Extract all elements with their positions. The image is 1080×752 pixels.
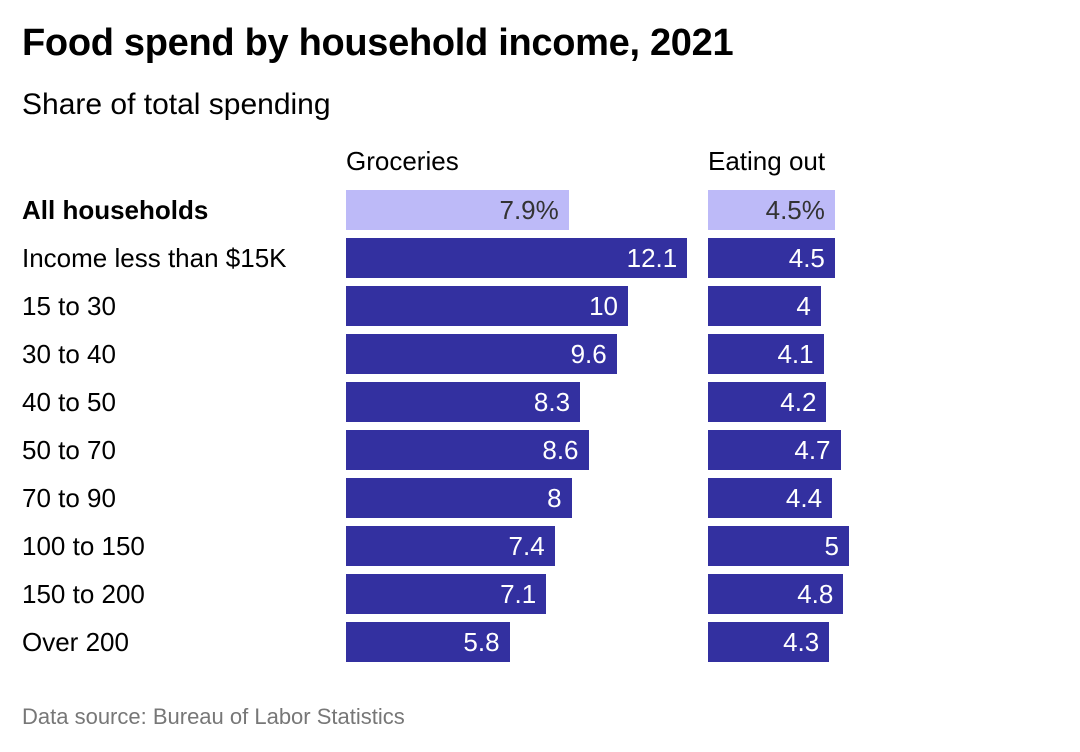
row-label-income-less-than-15k: Income less than $15K [22,243,287,273]
eating-out-column-header: Eating out [708,146,826,176]
eating-out-value-label: 4.1 [777,339,814,369]
eating-out-bar-all-households: 4.5% [708,190,835,230]
eating-out-value-label: 4.5 [788,243,825,273]
eating-out-bar-100-to-150: 5 [708,526,849,566]
row-label-150-to-200: 150 to 200 [22,579,145,609]
eating-out-bar-70-to-90: 4.4 [708,478,833,518]
row-label-all-households: All households [22,195,209,225]
row-label-40-to-50: 40 to 50 [22,387,116,417]
eating-out-bar-150-to-200: 4.8 [708,574,844,614]
eating-out-bar-40-to-50: 4.2 [708,382,827,422]
groceries-value-label: 7.9% [499,195,559,225]
eating-out-bar-income-less-than-15k: 4.5 [708,238,835,278]
eating-out-value-label: 4.8 [797,579,834,609]
groceries-value-label: 8.3 [533,387,571,417]
eating-out-value-label: 4 [796,291,811,321]
groceries-bar-70-to-90: 8 [346,478,572,518]
groceries-bar-40-to-50: 8.3 [346,382,581,422]
row-label-100-to-150: 100 to 150 [22,531,145,561]
groceries-bar-all-households: 7.9% [346,190,569,230]
chart-subtitle: Share of total spending [22,88,331,121]
eating-out-bar-over-200: 4.3 [708,622,830,662]
groceries-value-label: 8.6 [542,435,579,465]
eating-out-value-label: 4.7 [794,435,831,465]
groceries-value-label: 5.8 [463,627,500,657]
eating-out-bar-50-to-70: 4.7 [708,430,841,470]
data-source-note: Data source: Bureau of Labor Statistics [22,704,405,729]
row-label-70-to-90: 70 to 90 [22,483,116,513]
groceries-bar-over-200: 5.8 [346,622,510,662]
eating-out-bar-15-to-30: 4 [708,286,821,326]
eating-out-value-label: 4.3 [783,627,820,657]
groceries-value-label: 7.4 [508,531,545,561]
eating-out-bar-30-to-40: 4.1 [708,334,824,374]
groceries-value-label: 12.1 [626,243,678,273]
groceries-bar-15-to-30: 10 [346,286,628,326]
groceries-column-header: Groceries [346,146,459,176]
chart-title: Food spend by household income, 2021 [22,22,734,64]
eating-out-value-label: 4.2 [780,387,817,417]
eating-out-value-label: 5 [824,531,839,561]
groceries-bar-150-to-200: 7.1 [346,574,547,614]
groceries-bar-100-to-150: 7.4 [346,526,555,566]
groceries-value-label: 7.1 [500,579,537,609]
row-label-over-200: Over 200 [22,627,129,657]
eating-out-value-label: 4.4 [785,483,823,513]
row-label-30-to-40: 30 to 40 [22,339,116,369]
row-label-15-to-30: 15 to 30 [22,291,116,321]
groceries-value-label: 10 [589,291,618,321]
row-label-50-to-70: 50 to 70 [22,435,116,465]
eating-out-value-label: 4.5% [765,195,825,225]
groceries-bar-50-to-70: 8.6 [346,430,589,470]
groceries-value-label: 9.6 [570,339,607,369]
groceries-bar-income-less-than-15k: 12.1 [346,238,688,278]
groceries-bar-30-to-40: 9.6 [346,334,617,374]
groceries-value-label: 8 [547,483,562,513]
